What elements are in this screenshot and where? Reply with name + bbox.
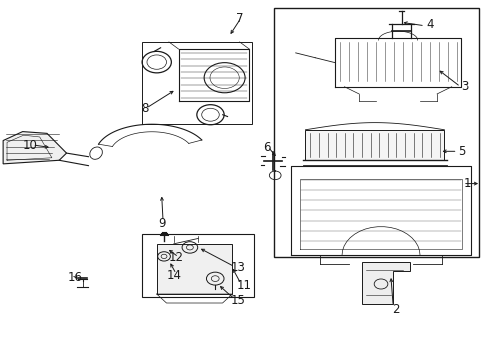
Text: 1: 1: [463, 177, 470, 190]
Text: 12: 12: [168, 251, 183, 264]
Bar: [142, 42, 251, 125]
Text: 2: 2: [391, 303, 399, 316]
Text: 9: 9: [158, 216, 165, 230]
Text: 14: 14: [166, 269, 181, 282]
Bar: [305, 130, 444, 160]
Text: 8: 8: [141, 102, 148, 115]
Text: 5: 5: [457, 145, 464, 158]
Bar: [157, 244, 232, 294]
Bar: [142, 234, 254, 297]
Text: 6: 6: [262, 141, 270, 154]
Text: 10: 10: [22, 139, 37, 152]
Text: 13: 13: [230, 261, 245, 274]
Text: 15: 15: [230, 294, 245, 307]
Polygon shape: [361, 262, 409, 304]
Bar: [273, 8, 478, 257]
Text: 7: 7: [235, 12, 243, 25]
Text: 11: 11: [237, 279, 251, 292]
Text: 4: 4: [425, 18, 433, 31]
Text: 16: 16: [67, 271, 82, 284]
Polygon shape: [3, 132, 66, 164]
Text: 3: 3: [460, 80, 468, 93]
